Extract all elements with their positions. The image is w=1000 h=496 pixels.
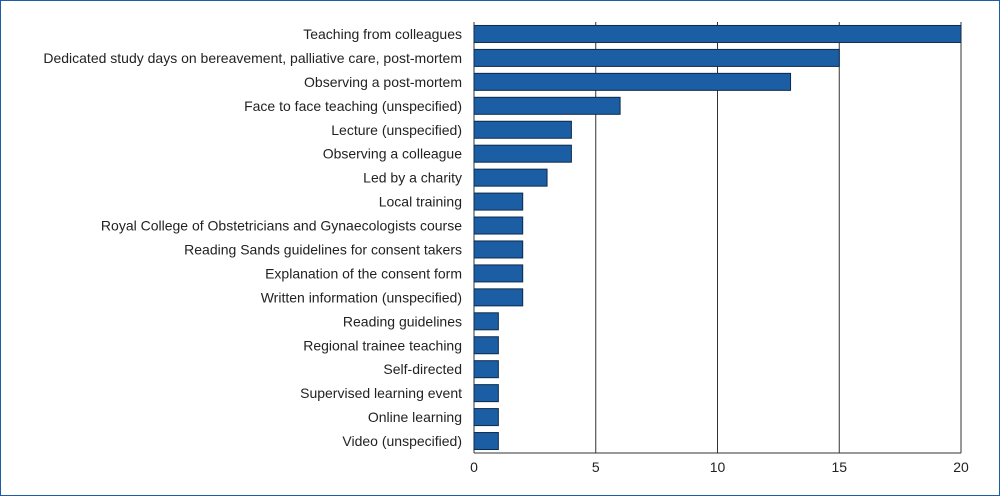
- bar: [473, 24, 962, 43]
- grid-layer: [473, 22, 962, 454]
- category-label: Self-directed: [383, 361, 462, 377]
- category-label: Supervised learning event: [300, 385, 462, 401]
- category-label: Face to face teaching (unspecified): [244, 98, 462, 114]
- category-label: Video (unspecified): [342, 433, 462, 449]
- x-tick-label: 5: [592, 459, 600, 475]
- category-label: Reading Sands guidelines for consent tak…: [184, 241, 462, 257]
- category-label: Royal College of Obstetricians and Gynae…: [101, 218, 462, 234]
- x-tick-label: 15: [831, 459, 847, 475]
- bar-layer: [473, 24, 962, 451]
- bar: [473, 240, 524, 259]
- bar: [473, 360, 499, 379]
- category-label: Local training: [379, 194, 462, 210]
- bar: [473, 384, 499, 403]
- category-label-layer: Teaching from colleagues Dedicated study …: [43, 26, 462, 449]
- bar: [473, 120, 572, 139]
- bar: [473, 312, 499, 331]
- bar: [473, 192, 524, 211]
- category-label: Reading guidelines: [343, 313, 462, 329]
- bar: [473, 72, 792, 91]
- bar: [473, 144, 572, 163]
- bar: [473, 336, 499, 355]
- category-label: Lecture (unspecified): [331, 122, 462, 138]
- bar: [473, 96, 621, 115]
- category-label: Observing a post-mortem: [304, 74, 462, 90]
- x-tick-label: 0: [470, 459, 478, 475]
- category-label: Regional trainee teaching: [303, 337, 462, 353]
- bar: [473, 408, 499, 427]
- bar: [473, 48, 840, 67]
- bar: [473, 288, 524, 307]
- tick-label-layer: 0 5 10 15 20: [470, 459, 969, 475]
- bar: [473, 432, 499, 451]
- bar: [473, 168, 548, 187]
- category-label: Observing a colleague: [323, 146, 463, 162]
- bar: [473, 264, 524, 283]
- category-label: Explanation of the consent form: [265, 265, 462, 281]
- category-label: Online learning: [368, 409, 462, 425]
- x-tick-label: 20: [953, 459, 969, 475]
- category-label: Led by a charity: [363, 170, 462, 186]
- category-label: Teaching from colleagues: [303, 26, 462, 42]
- bar: [473, 216, 524, 235]
- x-tick-label: 10: [710, 459, 726, 475]
- category-label: Dedicated study days on bereavement, pal…: [43, 50, 462, 66]
- category-label: Written information (unspecified): [261, 289, 462, 305]
